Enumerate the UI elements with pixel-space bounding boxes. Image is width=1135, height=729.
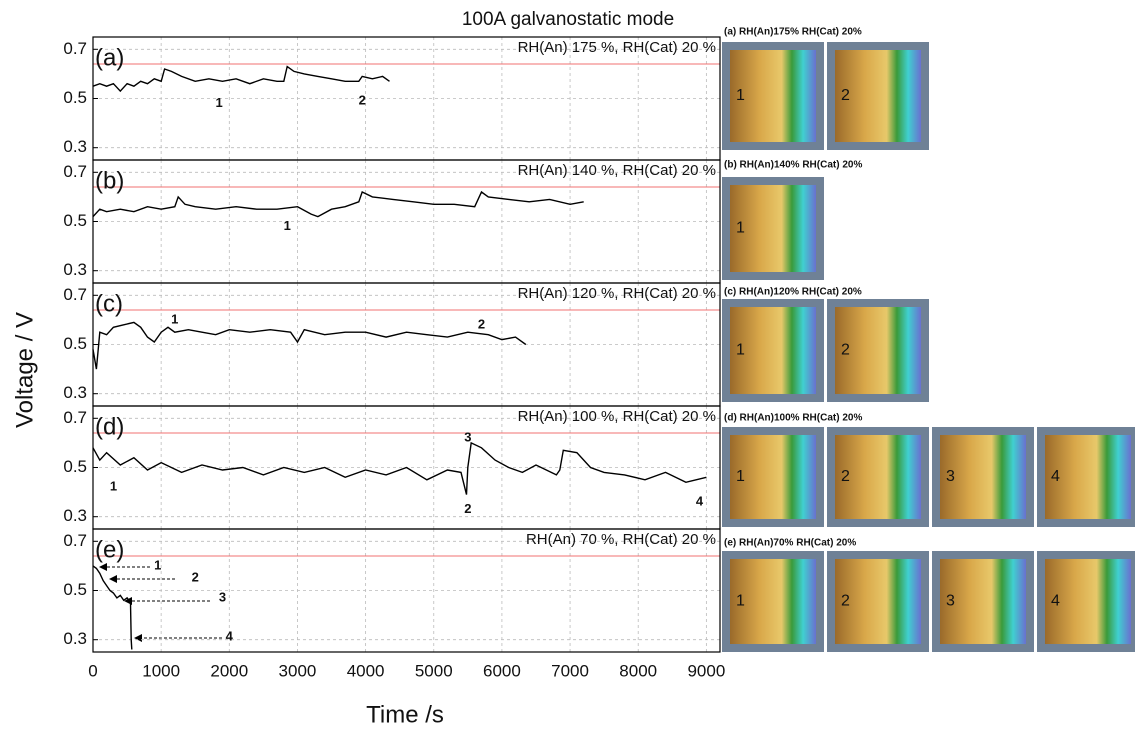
- annotation: 1: [154, 557, 161, 572]
- annotation: 1: [171, 311, 178, 326]
- voltage-line: [92, 190, 584, 218]
- x-tick-label: 9000: [687, 661, 725, 680]
- thumbnail-map: [730, 307, 816, 394]
- thumbnail-label: 1: [736, 87, 745, 104]
- y-tick-label: 0.3: [63, 506, 87, 525]
- panel-label: (d): [95, 413, 124, 440]
- thumbnail-label: 2: [841, 87, 850, 104]
- y-tick-label: 0.3: [63, 383, 87, 402]
- y-tick-label: 0.7: [63, 162, 87, 181]
- panel-subtitle: RH(An) 140 %, RH(Cat) 20 %: [518, 162, 716, 179]
- thumbnail-caption: (c) RH(An)120% RH(Cat) 20%: [724, 287, 862, 298]
- thumbnail-map: [940, 559, 1026, 644]
- thumbnail-caption: (e) RH(An)70% RH(Cat) 20%: [724, 538, 856, 549]
- panel-frame: [92, 528, 721, 653]
- y-tick-label: 0.7: [63, 531, 87, 550]
- thumbnail-caption: (d) RH(An)100% RH(Cat) 20%: [724, 413, 862, 424]
- annotation: 4: [696, 493, 704, 508]
- thumbnail-map: [835, 50, 921, 142]
- panel-subtitle: RH(An) 70 %, RH(Cat) 20 %: [526, 531, 716, 548]
- x-tick-label: 4000: [347, 661, 385, 680]
- thumbnail-caption: (b) RH(An)140% RH(Cat) 20%: [724, 160, 862, 171]
- thumbnail-label: 1: [736, 468, 745, 485]
- annotation: 1: [215, 95, 222, 110]
- x-axis-title: Time /s: [366, 701, 444, 728]
- panel-subtitle: RH(An) 100 %, RH(Cat) 20 %: [518, 408, 716, 425]
- thumbnail-label: 2: [841, 342, 850, 359]
- panel-subtitle: RH(An) 120 %, RH(Cat) 20 %: [518, 285, 716, 302]
- y-tick-label: 0.5: [63, 580, 87, 599]
- annotation: 1: [110, 479, 117, 494]
- thumbnail-map: [730, 50, 816, 142]
- thumbnail-map: [940, 435, 1026, 519]
- y-tick-label: 0.5: [63, 211, 87, 230]
- voltage-line: [92, 65, 390, 93]
- voltage-line: [92, 321, 527, 370]
- panel-label: (b): [95, 167, 124, 194]
- y-tick-label: 0.5: [63, 334, 87, 353]
- thumbnail-label: 2: [841, 593, 850, 610]
- thumbnail-map: [730, 435, 816, 519]
- panel-subtitle: RH(An) 175 %, RH(Cat) 20 %: [518, 39, 716, 56]
- y-axis-title: Voltage / V: [11, 312, 38, 428]
- y-tick-label: 0.7: [63, 285, 87, 304]
- x-tick-label: 7000: [551, 661, 589, 680]
- x-tick-label: 2000: [210, 661, 248, 680]
- y-tick-label: 0.5: [63, 457, 87, 476]
- annotation: 2: [478, 316, 485, 331]
- x-tick-label: 6000: [483, 661, 521, 680]
- y-tick-label: 0.3: [63, 260, 87, 279]
- thumbnail-map: [1045, 559, 1131, 644]
- thumbnail-label: 3: [946, 468, 955, 485]
- panel-label: (a): [95, 44, 124, 71]
- thumbnail-label: 1: [736, 342, 745, 359]
- thumbnail-label: 4: [1051, 593, 1060, 610]
- x-tick-label: 3000: [279, 661, 317, 680]
- x-tick-label: 8000: [619, 661, 657, 680]
- x-tick-label: 5000: [415, 661, 453, 680]
- y-tick-label: 0.3: [63, 137, 87, 156]
- annotation: 4: [226, 629, 234, 644]
- thumbnail-label: 2: [841, 468, 850, 485]
- arrows: [99, 563, 222, 642]
- thumbnail-map: [835, 435, 921, 519]
- panel-label: (e): [95, 536, 124, 563]
- annotation: 2: [464, 501, 471, 516]
- thumbnail-label: 1: [736, 593, 745, 610]
- thumbnail-map: [1045, 435, 1131, 519]
- thumbnail-map: [835, 559, 921, 644]
- thumbnail-label: 1: [736, 220, 745, 237]
- thumbnail-map: [730, 185, 816, 272]
- thumbnail-label: 3: [946, 593, 955, 610]
- annotation: 2: [192, 570, 199, 585]
- annotation: 2: [359, 92, 366, 107]
- thumbnail-map: [835, 307, 921, 394]
- y-tick-label: 0.3: [63, 629, 87, 648]
- panel-label: (c): [95, 290, 123, 317]
- annotation: 3: [219, 589, 226, 604]
- y-tick-label: 0.7: [63, 408, 87, 427]
- thumbnail-label: 4: [1051, 468, 1060, 485]
- annotation: 1: [284, 218, 291, 233]
- figure-title: 100A galvanostatic mode: [462, 9, 674, 30]
- x-tick-label: 1000: [142, 661, 180, 680]
- thumbnail-map: [730, 559, 816, 644]
- y-tick-label: 0.7: [63, 39, 87, 58]
- voltage-line: [92, 441, 707, 495]
- voltage-line: [92, 565, 133, 650]
- x-tick-label: 0: [88, 661, 97, 680]
- thumbnail-caption: (a) RH(An)175% RH(Cat) 20%: [724, 27, 862, 38]
- annotation: 3: [464, 429, 471, 444]
- y-tick-label: 0.5: [63, 88, 87, 107]
